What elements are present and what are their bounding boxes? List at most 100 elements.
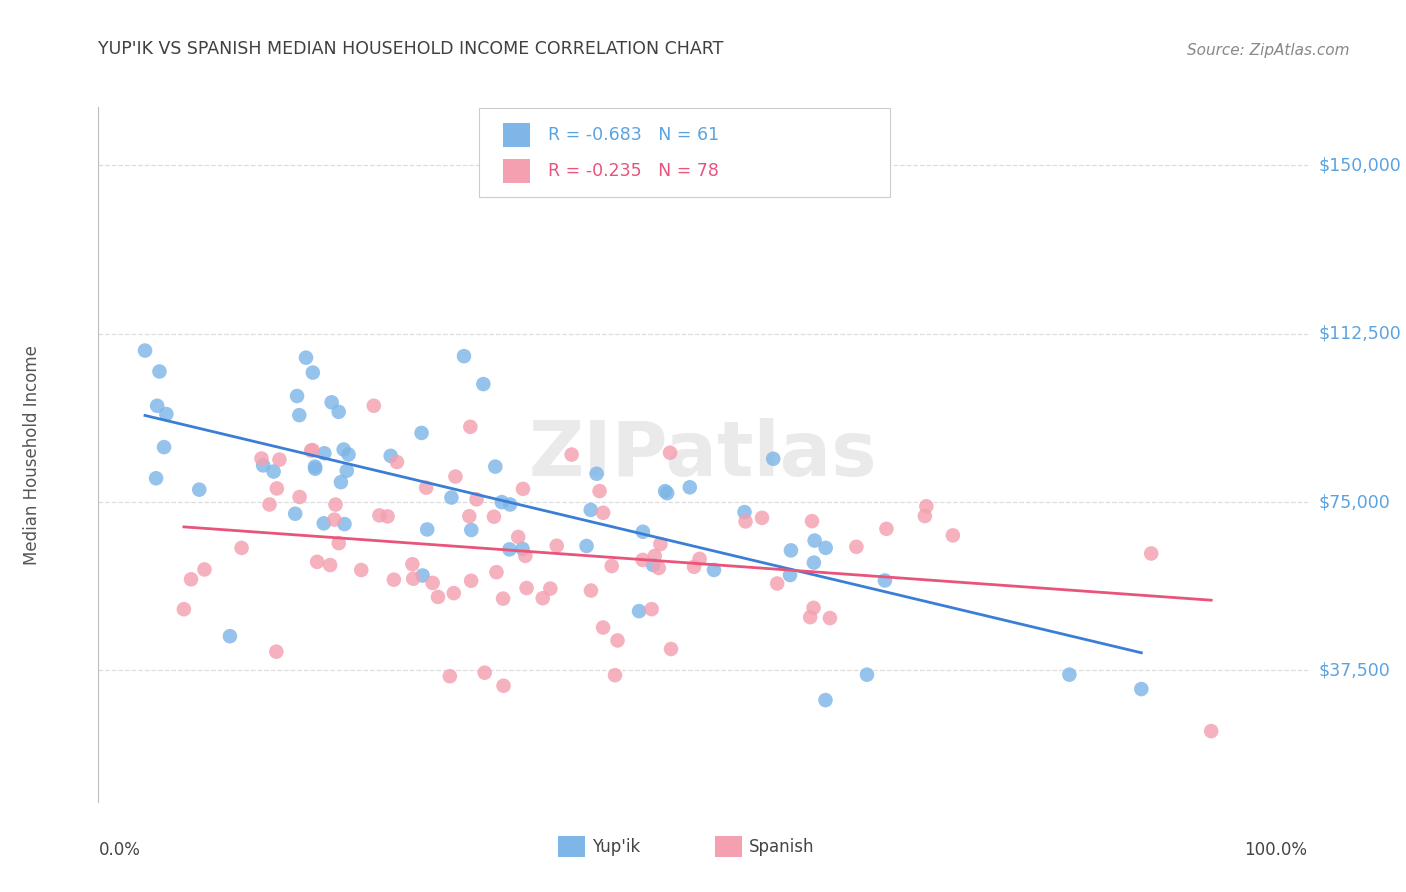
Text: Source: ZipAtlas.com: Source: ZipAtlas.com: [1187, 43, 1350, 58]
Point: [498, 542, 520, 557]
Point: [799, 610, 821, 624]
Point: [512, 482, 534, 496]
Point: [443, 586, 465, 600]
Point: [301, 443, 323, 458]
Point: [1059, 667, 1081, 681]
Point: [814, 541, 837, 555]
Point: [734, 505, 756, 519]
Point: [460, 523, 482, 537]
Point: [444, 469, 467, 483]
Point: [606, 633, 628, 648]
Point: [492, 679, 515, 693]
Point: [575, 539, 598, 553]
Point: [803, 556, 825, 570]
Point: [803, 600, 825, 615]
Point: [491, 495, 513, 509]
Point: [385, 455, 408, 469]
Point: [180, 572, 202, 586]
Point: [915, 500, 938, 514]
Point: [628, 604, 651, 618]
Point: [288, 408, 311, 422]
Point: [603, 668, 626, 682]
Point: [766, 576, 789, 591]
Point: [818, 611, 841, 625]
Point: [304, 461, 326, 475]
Point: [332, 442, 354, 457]
Text: Spanish: Spanish: [749, 838, 814, 855]
Bar: [558, 836, 585, 857]
Point: [780, 543, 803, 558]
Point: [146, 399, 169, 413]
Point: [427, 590, 450, 604]
Point: [654, 484, 676, 499]
Point: [751, 511, 773, 525]
Point: [779, 568, 801, 582]
Point: [301, 366, 323, 380]
Text: $75,000: $75,000: [1319, 493, 1391, 511]
Point: [336, 464, 359, 478]
Point: [307, 555, 329, 569]
Point: [631, 524, 654, 539]
Point: [460, 420, 482, 434]
Text: 0.0%: 0.0%: [98, 841, 141, 859]
Point: [284, 507, 307, 521]
Point: [579, 583, 602, 598]
Point: [323, 513, 346, 527]
Point: [484, 459, 506, 474]
Point: [648, 561, 671, 575]
Point: [377, 509, 399, 524]
Point: [325, 498, 347, 512]
Point: [803, 533, 825, 548]
Point: [329, 475, 352, 490]
Point: [644, 549, 666, 563]
Point: [368, 508, 391, 523]
Text: R = -0.235   N = 78: R = -0.235 N = 78: [548, 162, 718, 180]
Point: [641, 558, 664, 572]
Point: [380, 449, 402, 463]
Point: [538, 582, 561, 596]
Point: [683, 559, 706, 574]
Point: [295, 351, 318, 365]
FancyBboxPatch shape: [479, 109, 890, 197]
Point: [231, 541, 253, 555]
Bar: [503, 123, 530, 146]
Text: $37,500: $37,500: [1319, 661, 1391, 680]
Text: $150,000: $150,000: [1319, 156, 1402, 175]
Point: [588, 484, 610, 499]
Point: [472, 377, 495, 392]
Point: [328, 405, 350, 419]
Point: [703, 563, 725, 577]
Point: [512, 541, 534, 556]
Point: [762, 451, 785, 466]
Point: [321, 395, 343, 409]
Point: [266, 645, 288, 659]
Text: $112,500: $112,500: [1319, 325, 1402, 343]
Point: [856, 667, 879, 681]
Text: 100.0%: 100.0%: [1244, 841, 1308, 859]
Point: [458, 509, 481, 524]
Point: [259, 498, 281, 512]
Point: [655, 486, 678, 500]
Point: [492, 591, 515, 606]
Bar: [503, 159, 530, 183]
Text: Yup'ik: Yup'ik: [592, 838, 640, 855]
Point: [531, 591, 554, 606]
Point: [440, 491, 463, 505]
Point: [219, 629, 242, 643]
Point: [546, 539, 568, 553]
Point: [650, 537, 672, 551]
Point: [508, 530, 530, 544]
Point: [304, 459, 326, 474]
Point: [350, 563, 373, 577]
Point: [173, 602, 195, 616]
Point: [415, 481, 437, 495]
Point: [579, 503, 602, 517]
Point: [148, 364, 170, 378]
Point: [382, 573, 405, 587]
Point: [689, 552, 711, 566]
Point: [499, 498, 522, 512]
Point: [1140, 546, 1163, 560]
Point: [412, 568, 434, 582]
Point: [875, 522, 897, 536]
Text: R = -0.683   N = 61: R = -0.683 N = 61: [548, 126, 720, 144]
